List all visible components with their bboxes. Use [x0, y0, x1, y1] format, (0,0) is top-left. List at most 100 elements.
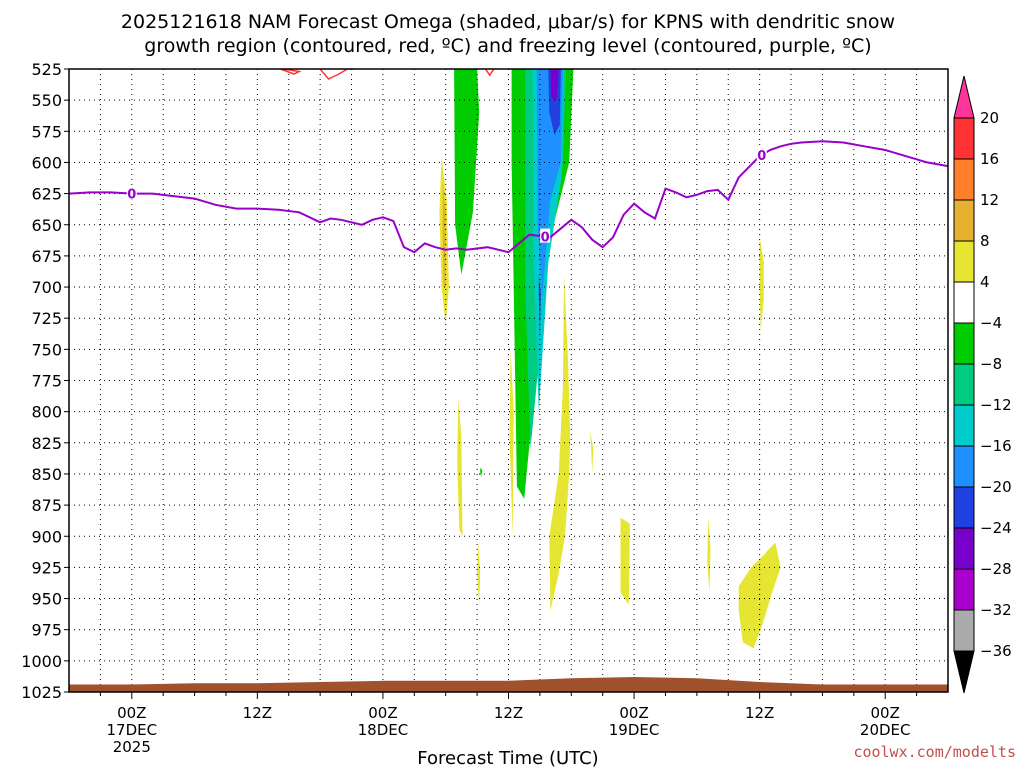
colorbar-label: 8: [980, 232, 990, 250]
colorbar-label: −16: [980, 437, 1012, 455]
colorbar-segment: [953, 117, 975, 160]
y-tick-label: 525: [31, 60, 62, 79]
y-tick-label: 825: [31, 434, 62, 453]
x-tick-label: 12Z: [494, 704, 523, 722]
omega-region-0: [454, 69, 480, 275]
freezing-label-bg-1: [540, 228, 551, 243]
colorbar-segment: [953, 240, 975, 283]
colorbar-segment: [953, 281, 975, 324]
x-tick-label: 17DEC: [106, 721, 157, 739]
colorbar-segment: [953, 445, 975, 488]
colorbar-segment: [953, 322, 975, 365]
colorbar-label: 16: [980, 150, 999, 168]
colorbar-segment: [953, 609, 975, 652]
x-axis-title: Forecast Time (UTC): [417, 748, 598, 768]
y-tick-label: 600: [31, 153, 62, 172]
dgz-contour-2: [484, 69, 495, 77]
surface-ground-layer: [69, 677, 948, 692]
colorbar-label: −8: [980, 355, 1002, 373]
colorbar-segment: [953, 486, 975, 529]
freezing-label-bg-2: [756, 146, 767, 161]
y-tick-label: 675: [31, 247, 62, 266]
surface-ground: [69, 677, 948, 692]
gridlines: [69, 69, 948, 692]
freezing-level-layer: 0 0 0: [69, 140, 948, 254]
colorbar-label: −24: [980, 519, 1012, 537]
freezing-level-label-0: 0: [127, 188, 136, 203]
chart-title-line-1: 2025121618 NAM Forecast Omega (shaded, μ…: [121, 11, 895, 33]
dgz-contour-1: [319, 69, 354, 80]
y-tick-label: 625: [31, 185, 62, 204]
omega-shading-layer: [439, 69, 781, 649]
colorbar-segment: [953, 199, 975, 242]
y-tick-label: 775: [31, 372, 62, 391]
x-tick-label: 19DEC: [609, 721, 660, 739]
y-tick-label: 650: [31, 216, 62, 235]
plot-frame: [68, 68, 949, 693]
y-tick-label: 850: [31, 465, 62, 484]
colorbar-label: −28: [980, 560, 1012, 578]
colorbar-bottom-arrow: [953, 650, 975, 694]
colorbar-label: 4: [980, 273, 990, 291]
colorbar-label: −12: [980, 396, 1012, 414]
omega-region-12: [509, 349, 514, 537]
colorbar-label: 12: [980, 191, 999, 209]
x-tick-label: 00Z: [368, 704, 397, 722]
x-tick-label: 00Z: [117, 704, 146, 722]
freezing-level-label-1: 0: [541, 231, 550, 246]
y-tick-label: 1000: [21, 652, 62, 671]
omega-region-14: [590, 430, 594, 474]
colorbar-label: 20: [980, 109, 999, 127]
omega-region-19: [480, 467, 483, 477]
y-tick-label: 750: [31, 340, 62, 359]
y-tick-label: 575: [31, 122, 62, 141]
colorbar-segment: [953, 527, 975, 570]
y-tick-label: 900: [31, 527, 62, 546]
colorbar-segment: [953, 363, 975, 406]
chart-title-line-2: growth region (contoured, red, ºC) and f…: [144, 35, 871, 57]
y-tick-label: 875: [31, 496, 62, 515]
colorbar-segment: [953, 568, 975, 611]
omega-region-10: [457, 399, 463, 537]
omega-region-17: [759, 237, 764, 331]
y-tick-label: 925: [31, 558, 62, 577]
omega-region-9: [442, 181, 446, 287]
colorbar-label: −32: [980, 601, 1012, 619]
y-axis: 525 550 575 600 625 650 675 700 725 750 775 800 825 8…: [21, 60, 69, 702]
colorbar-top-arrow: [953, 75, 975, 119]
y-tick-label: 800: [31, 403, 62, 422]
y-tick-label: 700: [31, 278, 62, 297]
colorbar-segment: [953, 158, 975, 201]
y-tick-label: 725: [31, 309, 62, 328]
omega-region-7: [538, 274, 541, 337]
y-tick-label: 950: [31, 590, 62, 609]
credit-label: coolwx.com/modelts: [853, 743, 1016, 761]
freezing-level-line: [69, 140, 948, 254]
x-tick-label: 20DEC: [860, 721, 911, 739]
dendritic-growth-contours: [280, 69, 495, 80]
omega-region-15: [620, 517, 630, 605]
x-tick-label: 18DEC: [358, 721, 409, 739]
colorbar: 20 16 12 8 4 −4 −8 −12 −16 −20 −24 −28 −32 −36: [953, 75, 1012, 694]
colorbar-segment: [953, 404, 975, 447]
colorbar-label: −20: [980, 478, 1012, 496]
omega-region-11: [477, 542, 481, 605]
omega-region-18: [738, 542, 781, 649]
dgz-contour-0: [280, 69, 302, 75]
colorbar-label: −36: [980, 642, 1012, 660]
y-tick-label: 550: [31, 91, 62, 110]
y-tick-label: 975: [31, 621, 62, 640]
colorbar-label: −4: [980, 314, 1002, 332]
omega-region-13: [549, 274, 571, 611]
x-tick-label: 12Z: [745, 704, 774, 722]
x-tick-label: 00Z: [619, 704, 648, 722]
y-tick-label: 1025: [21, 683, 62, 702]
freezing-label-bg-0: [126, 185, 137, 200]
freezing-level-label-2: 0: [757, 149, 766, 164]
omega-region-16: [707, 517, 711, 593]
omega-region-6: [550, 69, 559, 101]
x-tick-label: 2025: [113, 738, 151, 756]
x-tick-label: 12Z: [243, 704, 272, 722]
